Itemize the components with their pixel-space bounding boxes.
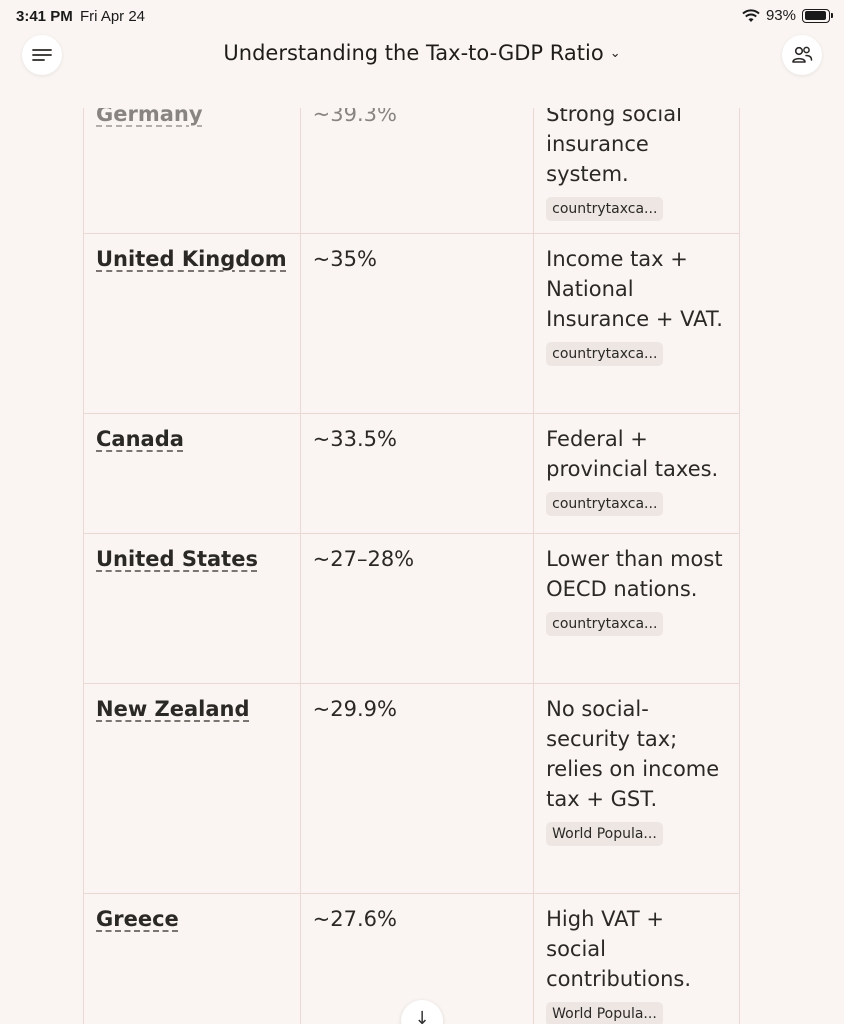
country-cell: Canada bbox=[83, 413, 301, 534]
people-icon bbox=[792, 46, 813, 63]
note-cell: Federal + provincial taxes. countrytaxca.… bbox=[533, 413, 740, 534]
battery-fill bbox=[804, 11, 826, 20]
country-cell: Germany bbox=[83, 108, 301, 234]
country-cell: New Zealand bbox=[83, 683, 301, 894]
ratio-value: ~29.9% bbox=[312, 697, 397, 721]
table-row: Canada ~33.5% Federal + provincial taxes. c… bbox=[83, 413, 740, 534]
note-text: Federal + provincial taxes. bbox=[546, 427, 719, 481]
table-row: Germany ~39.3% Strong social insurance sys… bbox=[83, 108, 740, 234]
note-cell: No social-security tax; relies on income… bbox=[533, 683, 740, 894]
note-text: No social-security tax; relies on income… bbox=[546, 697, 720, 811]
chevron-down-icon: ⌄ bbox=[609, 46, 621, 61]
note-text: High VAT + social contributions. bbox=[546, 907, 692, 991]
country-link[interactable]: United Kingdom bbox=[96, 247, 287, 271]
wifi-icon bbox=[742, 8, 760, 22]
source-chip[interactable]: countrytaxca... bbox=[546, 342, 664, 366]
ratio-cell: ~35% bbox=[299, 233, 535, 414]
menu-button[interactable] bbox=[22, 35, 62, 75]
arrow-down-icon: ↓ bbox=[414, 1008, 430, 1024]
battery-icon bbox=[802, 8, 833, 23]
ratio-cell: ~33.5% bbox=[299, 413, 535, 534]
country-link[interactable]: Greece bbox=[96, 907, 179, 931]
menu-icon bbox=[32, 49, 52, 61]
status-bar: 3:41 PM Fri Apr 24 93% bbox=[0, 0, 844, 32]
table-row: Greece ~27.6% High VAT + social contributi… bbox=[83, 893, 740, 1024]
country-link[interactable]: United States bbox=[96, 547, 258, 571]
comparison-table-container[interactable]: Germany ~39.3% Strong social insurance sys… bbox=[83, 108, 740, 1024]
country-link[interactable]: New Zealand bbox=[96, 697, 250, 721]
note-cell: High VAT + social contributions. World Po… bbox=[533, 893, 740, 1024]
battery-percent: 93% bbox=[765, 7, 796, 24]
country-cell: United Kingdom bbox=[83, 233, 301, 414]
ratio-cell: ~27–28% bbox=[299, 533, 535, 684]
status-time: 3:41 PM bbox=[16, 8, 73, 25]
status-date: Fri Apr 24 bbox=[80, 8, 146, 25]
country-link[interactable]: Germany bbox=[96, 108, 203, 126]
status-right: 93% bbox=[742, 7, 833, 24]
conversation-title[interactable]: Understanding the Tax-to-GDP Ratio ⌄ bbox=[0, 41, 844, 65]
table-row: New Zealand ~29.9% No social-security tax;… bbox=[83, 683, 740, 894]
ratio-cell: ~27.6% bbox=[299, 893, 535, 1024]
ratio-value: ~27.6% bbox=[312, 907, 397, 931]
note-text: Strong social insurance system. bbox=[546, 108, 682, 186]
note-cell: Income tax + National Insurance + VAT. co… bbox=[533, 233, 740, 414]
scroll-down-button[interactable]: ↓ bbox=[401, 1000, 443, 1024]
note-cell: Lower than most OECD nations. countrytaxc… bbox=[533, 533, 740, 684]
ratio-value: ~35% bbox=[312, 247, 377, 271]
table-row: United States ~27–28% Lower than most OECD… bbox=[83, 533, 740, 684]
table-row: United Kingdom ~35% Income tax + National … bbox=[83, 233, 740, 414]
note-cell: Strong social insurance system. countryta… bbox=[533, 108, 740, 234]
ratio-cell: ~29.9% bbox=[299, 683, 535, 894]
ratio-value: ~27–28% bbox=[312, 547, 415, 571]
source-chip[interactable]: World Popula... bbox=[546, 1002, 663, 1024]
ratio-value: ~39.3% bbox=[312, 108, 397, 126]
source-chip[interactable]: countrytaxca... bbox=[546, 612, 664, 636]
country-cell: United States bbox=[83, 533, 301, 684]
note-text: Lower than most OECD nations. bbox=[546, 547, 723, 601]
page-title: Understanding the Tax-to-GDP Ratio bbox=[223, 41, 604, 65]
ratio-cell: ~39.3% bbox=[299, 108, 535, 234]
source-chip[interactable]: World Popula... bbox=[546, 822, 663, 846]
country-cell: Greece bbox=[83, 893, 301, 1024]
note-text: Income tax + National Insurance + VAT. bbox=[546, 247, 723, 331]
source-chip[interactable]: countrytaxca... bbox=[546, 197, 664, 221]
people-button[interactable] bbox=[782, 35, 822, 75]
source-chip[interactable]: countrytaxca... bbox=[546, 492, 664, 516]
comparison-table: Germany ~39.3% Strong social insurance sys… bbox=[83, 108, 740, 1024]
country-link[interactable]: Canada bbox=[96, 427, 184, 451]
ratio-value: ~33.5% bbox=[312, 427, 397, 451]
header: Understanding the Tax-to-GDP Ratio ⌄ bbox=[0, 32, 844, 88]
